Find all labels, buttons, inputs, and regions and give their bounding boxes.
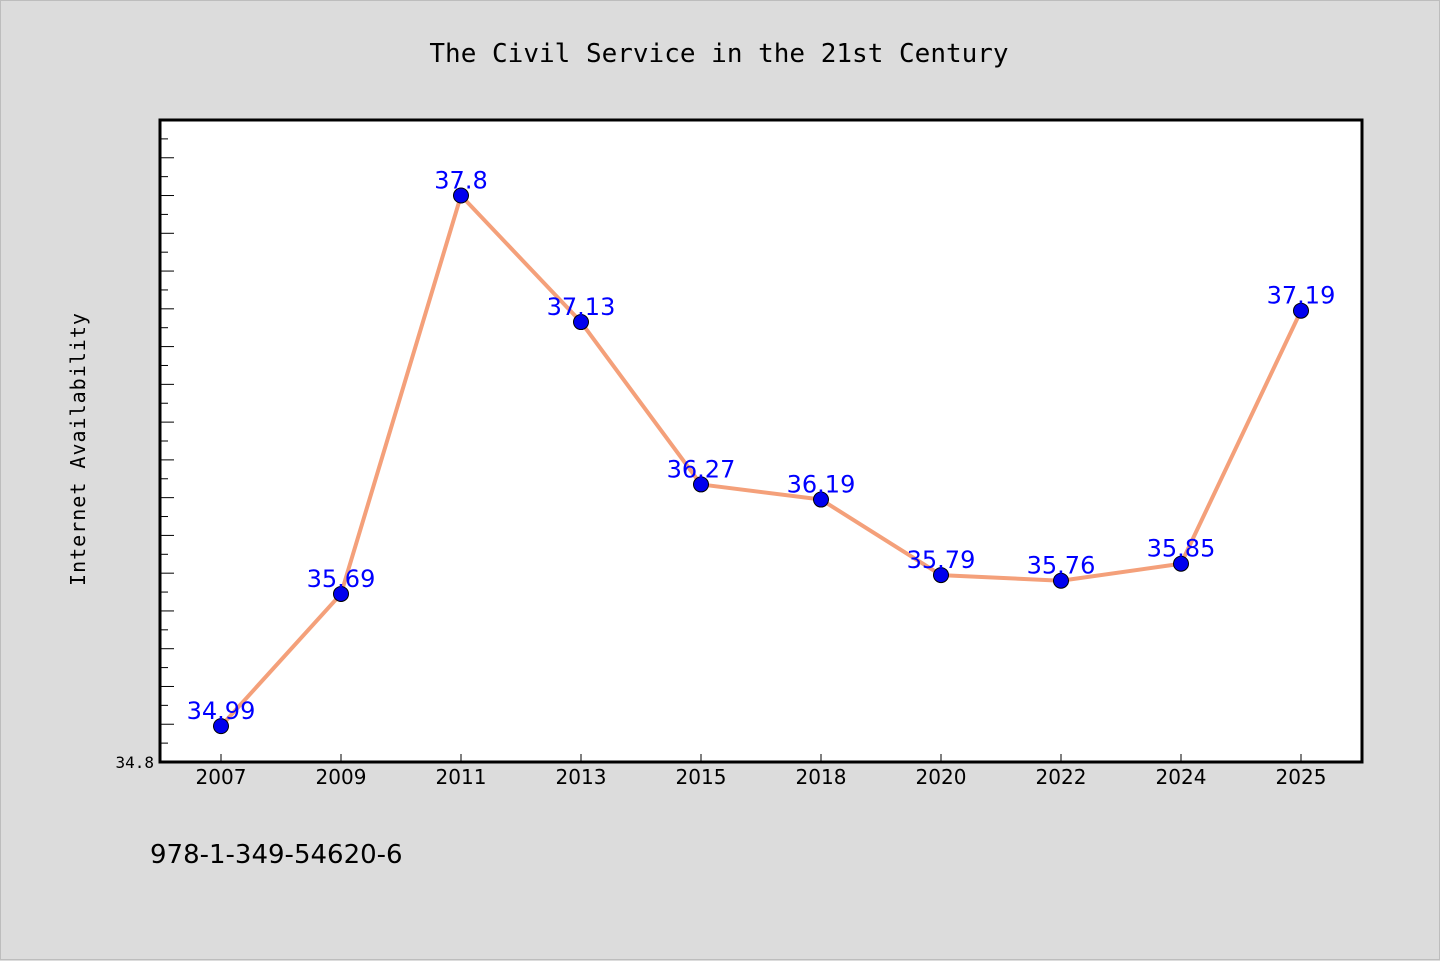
data-label: 34.99 — [187, 697, 256, 725]
y-axis-ticks — [160, 119, 174, 744]
data-point — [573, 314, 589, 331]
y-tick-label: 34.8 — [115, 753, 154, 772]
data-label: 35.79 — [907, 546, 976, 574]
data-labels: 34.99 35.69 37.8 37.13 36.27 36.19 35.79 35.76 3… — [187, 167, 1336, 726]
y-axis-label: Internet Availability — [66, 312, 90, 586]
series-markers — [213, 187, 1309, 735]
data-label: 37.13 — [547, 293, 616, 321]
data-label: 37.19 — [1267, 282, 1336, 310]
data-point — [813, 491, 829, 508]
data-point — [1293, 302, 1309, 319]
data-label: 36.27 — [667, 455, 736, 483]
data-label: 35.76 — [1027, 552, 1096, 580]
data-label: 35.69 — [307, 565, 376, 593]
data-label: 35.85 — [1147, 535, 1216, 563]
x-tick-label: 2011 — [436, 765, 487, 789]
isbn-text: 978-1-349-54620-6 — [150, 840, 403, 870]
x-tick-label: 2022 — [1036, 765, 1087, 789]
x-tick-label: 2007 — [196, 765, 247, 789]
data-label: 36.19 — [787, 471, 856, 499]
plot-area — [158, 118, 1364, 764]
x-tick-label: 2018 — [796, 765, 847, 789]
data-point — [693, 476, 709, 493]
data-point — [1053, 572, 1069, 589]
x-tick-label: 2013 — [556, 765, 607, 789]
series-line — [219, 193, 1303, 729]
x-tick-label: 2009 — [316, 765, 367, 789]
x-tick-label: 2024 — [1156, 765, 1207, 789]
x-tick-label: 2020 — [916, 765, 967, 789]
data-point — [1173, 555, 1189, 572]
x-tick-label: 2025 — [1276, 765, 1327, 789]
x-axis: 2007 2009 2011 2013 2015 2018 2020 2022 2024 2025 — [196, 754, 1327, 789]
data-point — [333, 585, 349, 602]
data-point — [933, 567, 949, 584]
data-point — [453, 187, 469, 204]
data-label: 37.8 — [434, 167, 487, 195]
chart-title: The Civil Service in the 21st Century — [429, 39, 1008, 69]
data-point — [213, 718, 229, 735]
x-tick-label: 2015 — [676, 765, 727, 789]
